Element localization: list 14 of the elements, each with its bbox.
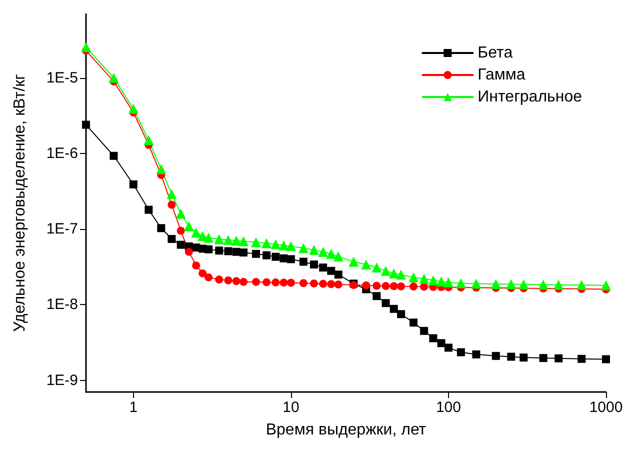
x-tick-label: 100 [436,399,461,416]
y-tick-label: 1E-5 [46,69,78,86]
x-tick-label: 10 [282,399,300,416]
x-tick-label: 1 [129,399,138,416]
legend-label: Гамма [478,66,526,84]
x-tick-label: 1000 [589,399,623,416]
y-tick-label: 1E-9 [46,372,78,389]
y-tick-label: 1E-7 [46,220,78,238]
legend-label: Бета [478,44,513,62]
legend-label: Интегральное [478,88,582,106]
y-tick-label: 1E-6 [46,144,78,162]
y-tick-label: 1E-8 [46,296,78,314]
x-axis-title: Время выдержки, лет [266,422,427,438]
y-axis-title: Удельное энерговыделение, кВт/кг [12,74,28,332]
